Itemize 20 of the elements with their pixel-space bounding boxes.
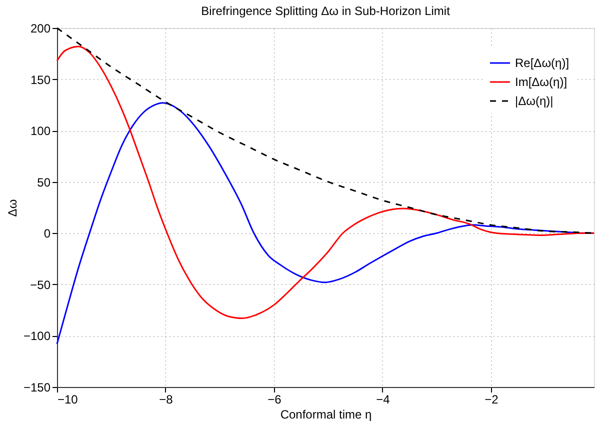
y-axis-title: Δω [5,199,20,217]
line-series [56,46,595,320]
y-tick-label: 100 [30,124,51,138]
legend-label: |Δω(η)| [515,94,554,108]
x-tick-label: −2 [484,392,499,406]
x-axis-title: Conformal time η [280,408,372,422]
x-tick-label: −4 [376,392,390,406]
x-tick-label: −8 [159,392,174,406]
y-tick-label: 150 [30,72,51,87]
x-tick-label: −6 [268,392,282,406]
y-tick-label: 200 [30,22,51,36]
chart-title: Birefringence Splitting Δω in Sub-Horizon Limit [201,4,451,18]
y-tick-label: −150 [23,380,51,394]
x-tick-label: −10 [58,392,78,406]
legend-label: Re[Δω(η)] [515,56,570,70]
y-tick-label: −50 [30,278,51,292]
y-tick-label: −100 [23,329,51,344]
y-tick-label: 50 [37,175,51,190]
legend-label: Im[Δω(η)] [515,75,568,89]
y-tick-label: 0 [44,226,51,241]
